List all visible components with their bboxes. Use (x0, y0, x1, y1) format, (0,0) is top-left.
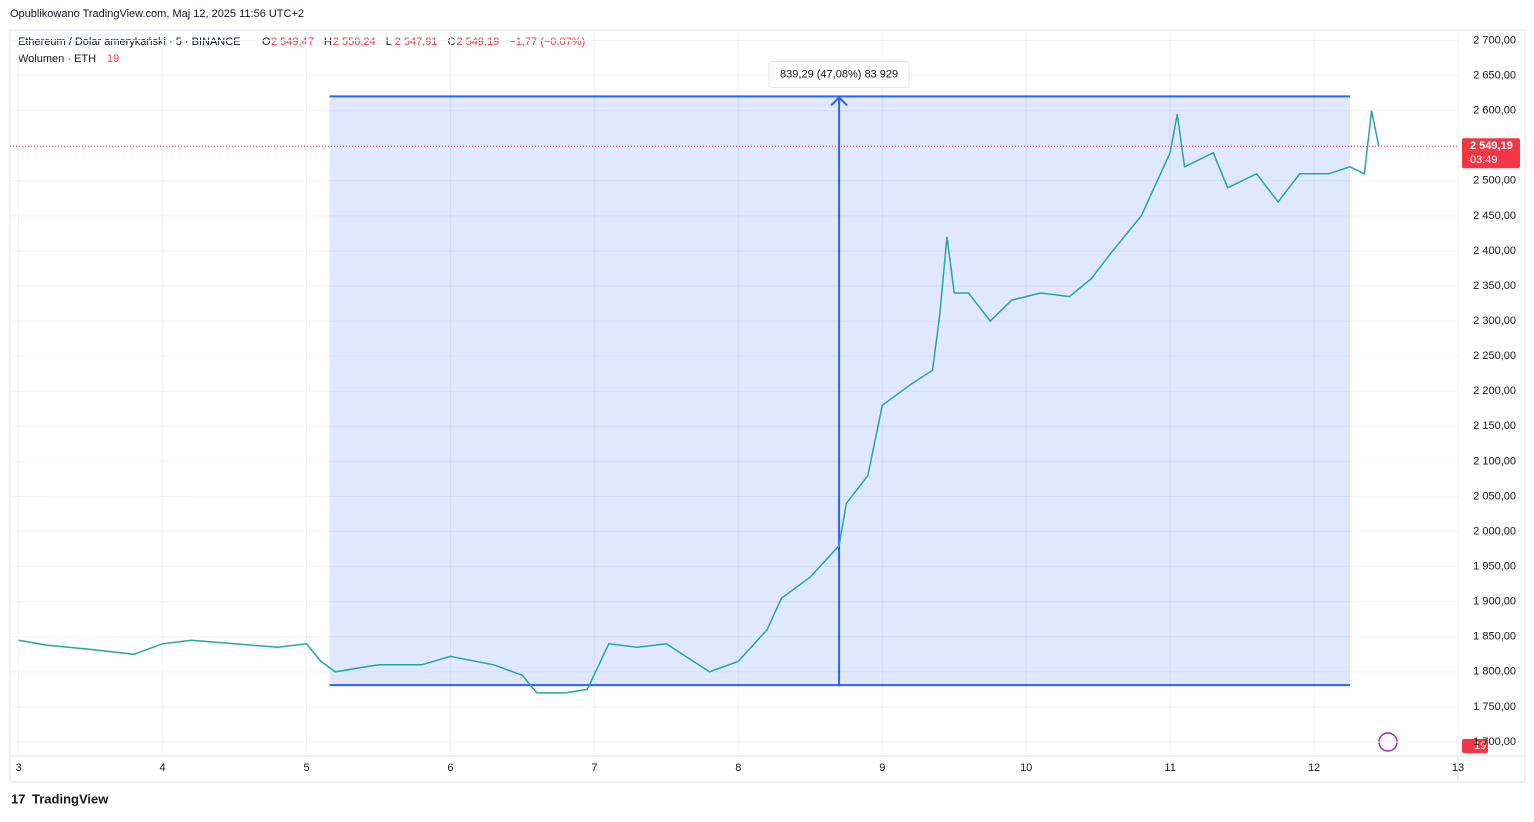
ohlc-key: L (386, 36, 392, 48)
y-tick-label: 2 450,00 (1473, 210, 1516, 222)
published: Opublikowano TradingView.com, Maj 12, 20… (10, 8, 304, 20)
y-tick-label: 2 300,00 (1473, 315, 1516, 327)
volume-badge: 19 (1474, 740, 1486, 752)
y-tick-label: 2 100,00 (1473, 455, 1516, 467)
x-tick-label: 10 (1020, 762, 1032, 774)
price-line (18, 110, 1380, 694)
measure-label-box (768, 60, 910, 88)
y-tick-label: 1 900,00 (1473, 596, 1516, 608)
x-tick-label: 11 (1164, 762, 1175, 774)
y-tick-label: 2 400,00 (1473, 245, 1516, 257)
measure-label: 839,29 (47,08%) 83 929 (780, 68, 898, 80)
y-tick-label: 1 700,00 (1473, 736, 1516, 748)
change: −1,77 (−0,07%) (509, 36, 585, 48)
x-tick-label: 4 (160, 762, 166, 774)
legend: Ethereum / Dolar amerykański · 5 · BINAN… (18, 36, 585, 65)
volume-badge-bg (1462, 739, 1488, 753)
y-tick-label: 2 050,00 (1473, 490, 1516, 502)
y-tick-label: 2 650,00 (1473, 70, 1516, 82)
ohlc-value: 2 547,91 (395, 36, 438, 48)
x-tick-label: 13 (1452, 762, 1464, 774)
ohlc-key: H (324, 36, 332, 48)
ohlc-value: 2 549,19 (456, 36, 499, 48)
y-tick-label: 1 800,00 (1473, 666, 1516, 678)
y-tick-label: 1 950,00 (1473, 561, 1516, 573)
volume-value: 19 (107, 53, 119, 65)
last-price-label: 2 549,19 (1470, 140, 1513, 152)
brand-logo: 17 (11, 791, 25, 806)
symbol: Ethereum / Dolar amerykański · 5 · BINAN… (18, 36, 241, 48)
x-tick-label: 3 (16, 762, 22, 774)
y-tick-label: 2 500,00 (1473, 175, 1516, 187)
ohlc-value: 2 549,47 (271, 36, 314, 48)
y-tick-label: 1 850,00 (1473, 631, 1516, 643)
countdown: 03:49 (1470, 154, 1498, 166)
frame (9, 29, 1526, 783)
volume-title: Wolumen · ETH (18, 53, 96, 65)
brand: TradingView (32, 791, 109, 806)
y-tick-label: 2 350,00 (1473, 280, 1516, 292)
y-tick-label: 1 750,00 (1473, 701, 1516, 713)
measure-arrowhead (830, 96, 848, 107)
x-tick-label: 8 (735, 762, 741, 774)
y-tick-label: 2 700,00 (1473, 34, 1516, 46)
ohlc-value: 2 550,24 (333, 36, 376, 48)
x-tick-label: 5 (303, 762, 309, 774)
x-tick-label: 12 (1308, 762, 1320, 774)
y-tick-label: 2 250,00 (1473, 350, 1516, 362)
x-tick-label: 6 (447, 762, 453, 774)
y-tick-label: 2 150,00 (1473, 420, 1516, 432)
x-tick-label: 9 (879, 762, 885, 774)
ohlc-key: C (447, 36, 455, 48)
last-price-badge (1462, 138, 1520, 169)
ohlc-key: O (262, 36, 271, 48)
y-tick-label: 2 200,00 (1473, 385, 1516, 397)
y-tick-label: 2 000,00 (1473, 525, 1516, 537)
y-tick-label: 2 600,00 (1473, 105, 1516, 117)
x-tick-label: 7 (591, 762, 597, 774)
